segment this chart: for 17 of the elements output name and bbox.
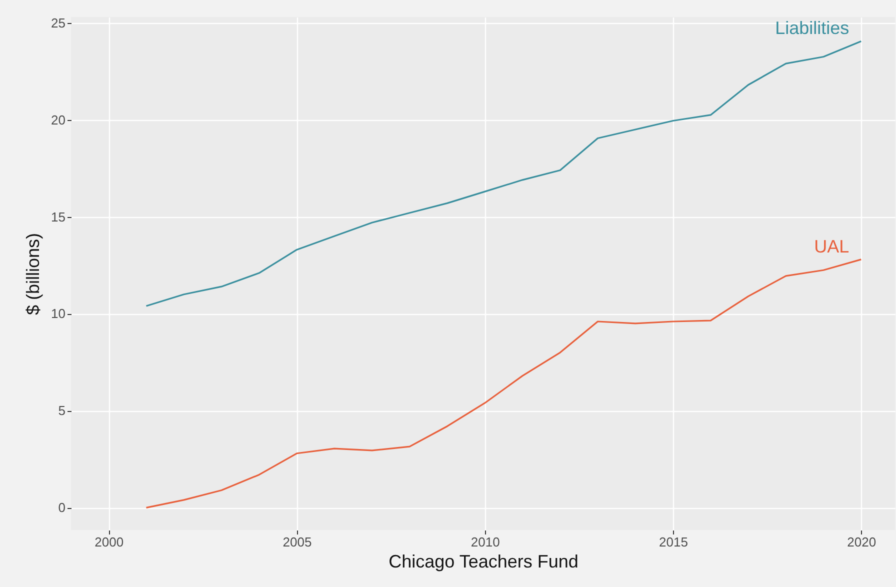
y-tick-label: 5 bbox=[58, 403, 66, 418]
y-tick-label: 10 bbox=[51, 306, 66, 322]
series-label: Liabilities bbox=[775, 18, 850, 38]
x-tick-label: 2010 bbox=[470, 534, 500, 550]
x-tick-label: 2000 bbox=[94, 534, 124, 550]
y-tick-label: 20 bbox=[51, 112, 66, 128]
x-tick-label: 2020 bbox=[847, 534, 876, 550]
y-tick-label: 25 bbox=[51, 15, 66, 30]
y-axis-title: $ (billions) bbox=[23, 232, 44, 316]
x-tick-label: 2015 bbox=[659, 534, 688, 550]
line-series bbox=[145, 258, 862, 508]
y-tick-label: 0 bbox=[58, 500, 66, 516]
x-tick-label: 2005 bbox=[282, 534, 312, 550]
y-tick-label: 15 bbox=[51, 209, 66, 224]
line-series bbox=[145, 40, 862, 307]
series-label: UAL bbox=[814, 236, 850, 256]
x-axis-title: Chicago Teachers Fund bbox=[388, 552, 578, 572]
